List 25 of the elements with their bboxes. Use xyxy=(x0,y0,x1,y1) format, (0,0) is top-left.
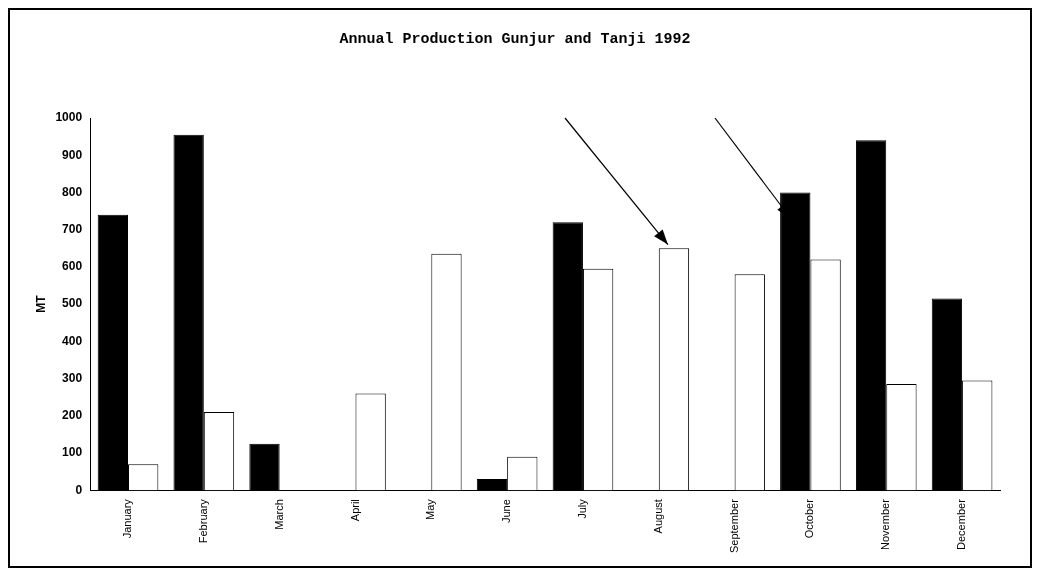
y-tick-label: 300 xyxy=(62,370,83,385)
y-tick-label: 500 xyxy=(62,296,83,311)
x-tick-label: February xyxy=(196,498,209,544)
x-tick-label: January xyxy=(121,498,134,539)
y-tick-label: 800 xyxy=(62,184,83,199)
y-tick-label: 1000 xyxy=(55,110,83,125)
chart-title: Annual Production Gunjur and Tanji 1992 xyxy=(339,30,691,48)
x-tick-label: September xyxy=(727,498,740,553)
y-tick-label: 200 xyxy=(62,408,83,423)
y-tick-label: 400 xyxy=(62,333,83,348)
y-tick-label: 900 xyxy=(62,147,83,162)
x-tick-label: October xyxy=(803,498,816,539)
x-tick-label: May xyxy=(424,498,437,520)
y-tick-label: 0 xyxy=(75,482,83,497)
y-tick-label: 700 xyxy=(62,221,83,236)
x-tick-label: March xyxy=(272,499,285,530)
y-tick-label: 600 xyxy=(62,259,83,274)
x-tick-label: June xyxy=(500,499,513,524)
x-tick-label: December xyxy=(955,498,968,550)
x-tick-label: July xyxy=(575,498,588,519)
x-tick-label: November xyxy=(879,498,892,550)
x-tick-label: April xyxy=(348,499,361,522)
y-tick-label: 100 xyxy=(62,445,83,460)
x-tick-label: August xyxy=(651,499,664,534)
y-axis-title: MT xyxy=(33,294,48,313)
